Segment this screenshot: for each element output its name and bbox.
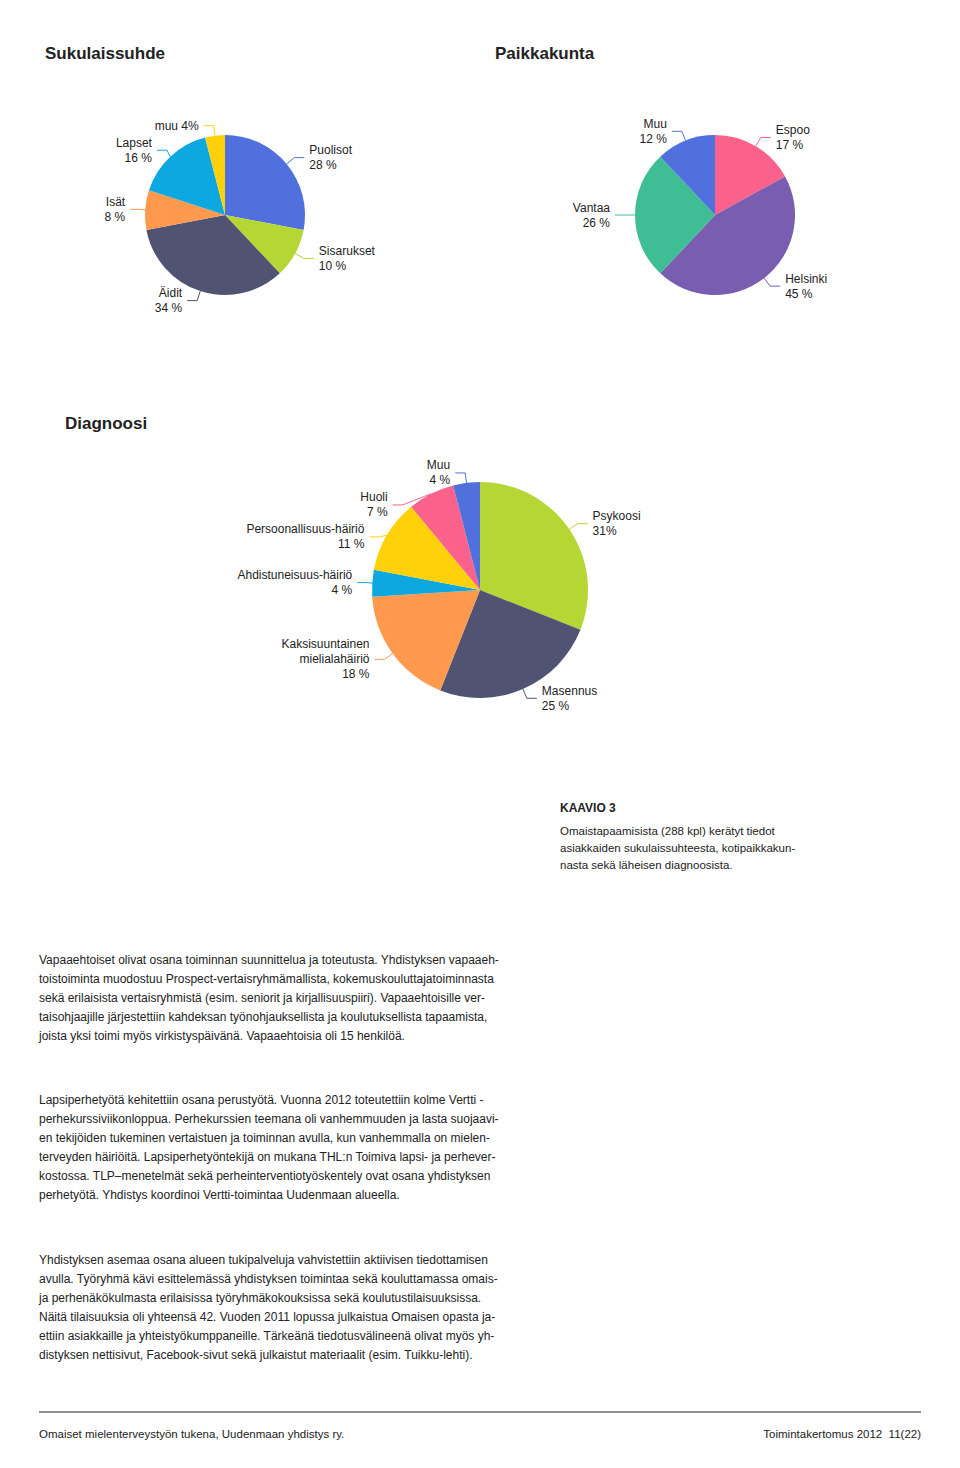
svg-text:joista yksi toimi myös virkist: joista yksi toimi myös virkistyspäivänä.… [38,1029,405,1043]
svg-text:distyksen nettisivut, Facebook: distyksen nettisivut, Facebook-sivut sek… [39,1348,473,1362]
svg-text:Lapsiperhetyötä kehitettiin os: Lapsiperhetyötä kehitettiin osana perust… [39,1093,484,1107]
svg-text:Omaiset mielenterveystyön tuke: Omaiset mielenterveystyön tukena, Uudenm… [39,1428,344,1440]
svg-text:Yhdistyksen asemaa osana aluee: Yhdistyksen asemaa osana alueen tukipalv… [39,1253,488,1267]
svg-text:Helsinki: Helsinki [785,272,827,286]
svg-text:Vapaaehtoiset olivat osana toi: Vapaaehtoiset olivat osana toiminnan suu… [39,953,499,967]
svg-text:Ahdistuneisuus-häiriö: Ahdistuneisuus-häiriö [237,568,352,582]
svg-text:sekä erilaisista vertaisryhmis: sekä erilaisista vertaisryhmistä (esim. … [39,991,485,1005]
svg-text:Vantaa: Vantaa [573,201,610,215]
svg-text:Lapset: Lapset [116,136,153,150]
svg-text:Sisarukset: Sisarukset [319,244,376,258]
svg-text:4 %: 4 % [332,583,353,597]
svg-text:muu 4%: muu 4% [155,119,199,133]
svg-text:terveyden häiriöitä. Lapsiperh: terveyden häiriöitä. Lapsiperhetyöntekij… [39,1150,495,1164]
svg-text:kostossa. TLP–menetelmät sekä: kostossa. TLP–menetelmät sekä perheinter… [39,1169,490,1183]
svg-text:7 %: 7 % [367,505,388,519]
svg-text:asiakkaiden sukulaissuhteesta,: asiakkaiden sukulaissuhteesta, kotipaikk… [560,842,795,854]
svg-text:45 %: 45 % [785,287,813,301]
svg-text:11 %: 11 % [338,537,365,551]
svg-text:Äidit: Äidit [159,286,183,300]
svg-text:Omaistapaamisista (288 kpl) ke: Omaistapaamisista (288 kpl) kerätyt tied… [560,825,776,837]
svg-text:Puolisot: Puolisot [309,143,352,157]
svg-text:Diagnoosi: Diagnoosi [65,414,147,433]
svg-text:4 %: 4 % [430,473,451,487]
svg-text:ja perhenäkökulmasta erilaisis: ja perhenäkökulmasta erilaisissa työryhm… [38,1291,481,1305]
svg-text:Muu: Muu [427,458,450,472]
svg-text:nasta sekä läheisen diagnoosis: nasta sekä läheisen diagnoosista. [560,859,733,871]
svg-text:perhekurssiviikonloppua. Perhe: perhekurssiviikonloppua. Perhekurssien t… [39,1112,499,1126]
svg-text:34 %: 34 % [155,301,183,315]
svg-text:Näitä tilaisuuksia oli yhteens: Näitä tilaisuuksia oli yhteensä 42. Vuod… [39,1310,495,1324]
svg-text:8 %: 8 % [104,210,125,224]
svg-text:28 %: 28 % [309,158,337,172]
svg-text:mielialahäiriö: mielialahäiriö [300,652,370,666]
svg-text:ettiin asiakkaille ja yhteisty: ettiin asiakkaille ja yhteistyökumppanei… [39,1329,494,1343]
svg-text:16 %: 16 % [125,151,153,165]
svg-text:12 %: 12 % [640,132,668,146]
svg-text:31%: 31% [593,524,617,538]
svg-text:Espoo: Espoo [776,123,810,137]
svg-text:18 %: 18 % [342,667,370,681]
svg-text:Isät: Isät [106,195,126,209]
svg-text:Masennus: Masennus [542,684,597,698]
svg-text:10 %: 10 % [319,259,347,273]
svg-text:Paikkakunta: Paikkakunta [495,44,595,63]
svg-text:en tekijöiden tukeminen vertai: en tekijöiden tukeminen vertaistuen ja t… [39,1131,490,1145]
svg-text:Sukulaissuhde: Sukulaissuhde [45,44,165,63]
svg-text:26 %: 26 % [583,216,611,230]
svg-text:25 %: 25 % [542,699,570,713]
svg-text:taisohjaajille järjestettiin k: taisohjaajille järjestettiin kahdeksan t… [39,1010,487,1024]
svg-text:Muu: Muu [644,117,667,131]
svg-text:avulla. Työryhmä kävi esittele: avulla. Työryhmä kävi esittelemässä yhdi… [39,1272,498,1286]
svg-text:Persoonallisuus-häiriö: Persoonallisuus-häiriö [246,522,364,536]
svg-text:Toimintakertomus 2012 11(22): Toimintakertomus 2012 11(22) [763,1428,921,1440]
svg-text:toistoiminta muodostuu Prospec: toistoiminta muodostuu Prospect-vertaisr… [39,972,494,986]
svg-text:17 %: 17 % [776,138,804,152]
svg-text:Kaksisuuntainen: Kaksisuuntainen [281,637,369,651]
svg-text:Huoli: Huoli [360,490,387,504]
svg-text:Psykoosi: Psykoosi [593,509,641,523]
svg-text:KAAVIO 3: KAAVIO 3 [560,801,616,815]
svg-text:perhetyötä. Yhdistys koordinoi: perhetyötä. Yhdistys koordinoi Vertti-to… [39,1188,400,1202]
